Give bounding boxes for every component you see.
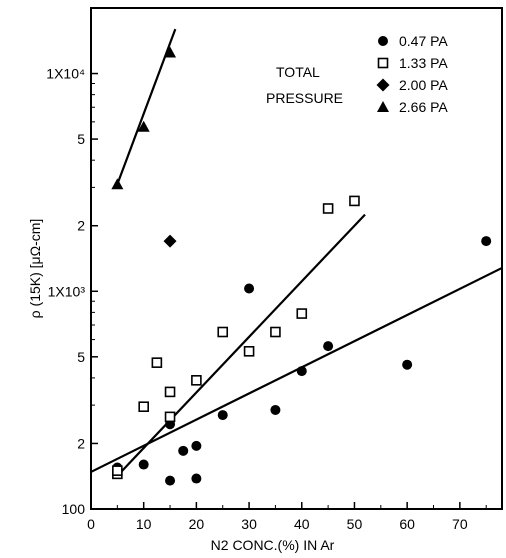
point-filled-circle [402, 359, 413, 370]
y-axis-label: ρ (15K) [μΩ-cm] [27, 219, 43, 319]
point-open-square [191, 375, 202, 386]
point-filled-circle [191, 440, 202, 451]
x-tick-label: 50 [347, 516, 363, 532]
y-tick-label: 1X10³ [48, 283, 86, 299]
point-open-square [151, 357, 163, 368]
legend-entry-label: 2.00 PA [399, 77, 448, 93]
x-tick-label: 60 [399, 516, 415, 532]
y-tick-label: 5 [77, 349, 85, 365]
point-filled-circle [270, 404, 281, 415]
point-open-square [217, 326, 229, 338]
point-filled-triangle [111, 178, 124, 190]
point-open-square [349, 195, 360, 207]
x-tick-label: 0 [87, 516, 95, 532]
x-tick-label: 70 [452, 516, 468, 532]
axes: 0 10 20 30 40 50 60 70 100 2 5 1X10³ 2 5 1X10⁴ [46, 7, 503, 532]
point-open-square [164, 386, 176, 398]
fit-line [116, 213, 366, 477]
point-open-square [377, 57, 389, 69]
point-filled-circle [481, 236, 492, 247]
x-tick-label: 30 [241, 516, 257, 532]
point-filled-triangle [377, 101, 389, 112]
point-filled-circle [165, 475, 176, 486]
legend-entry-label: 1.33 PA [399, 55, 448, 71]
point-filled-circle [138, 459, 149, 470]
point-open-square [296, 308, 308, 319]
point-filled-circle [217, 410, 228, 421]
point-filled-triangle [137, 120, 150, 132]
y-tick-label: 5 [77, 131, 85, 147]
legend: TOTAL PRESSURE 0.47 PA 1.33 PA 2.00 PA 2.66… [266, 33, 448, 115]
point-open-square [164, 411, 176, 423]
y-tick-label: 2 [77, 218, 85, 234]
data-points [111, 46, 492, 486]
point-open-square [243, 346, 255, 357]
legend-title-line2: PRESSURE [266, 90, 343, 106]
legend-entry-label: 0.47 PA [399, 33, 448, 49]
axis-labels: N2 CONC.(%) IN Ar ρ (15K) [μΩ-cm] [27, 219, 335, 553]
point-filled-diamond [376, 78, 390, 92]
point-open-square [270, 326, 281, 338]
point-filled-circle [178, 445, 189, 456]
point-filled-diamond [163, 234, 177, 248]
y-tick-label: 2 [77, 435, 85, 451]
legend-entry-label: 2.66 PA [399, 99, 448, 115]
point-filled-triangle [164, 46, 177, 58]
x-tick-label: 10 [136, 516, 152, 532]
x-tick-label: 40 [294, 516, 310, 532]
point-open-square [138, 401, 149, 413]
point-filled-circle [378, 36, 388, 46]
legend-title-line1: TOTAL [276, 64, 320, 80]
point-open-square [322, 203, 334, 214]
y-tick-label: 100 [62, 501, 86, 517]
y-tick-label: 1X10⁴ [46, 66, 85, 82]
point-filled-circle [191, 473, 202, 484]
point-filled-circle [323, 341, 334, 352]
point-filled-circle [296, 366, 307, 377]
fit-line [116, 28, 177, 185]
point-open-square [112, 465, 123, 476]
plot-frame [90, 7, 503, 510]
fit-line [90, 266, 503, 473]
x-axis-label: N2 CONC.(%) IN Ar [211, 537, 335, 553]
x-tick-label: 20 [189, 516, 205, 532]
point-filled-circle [244, 283, 255, 294]
